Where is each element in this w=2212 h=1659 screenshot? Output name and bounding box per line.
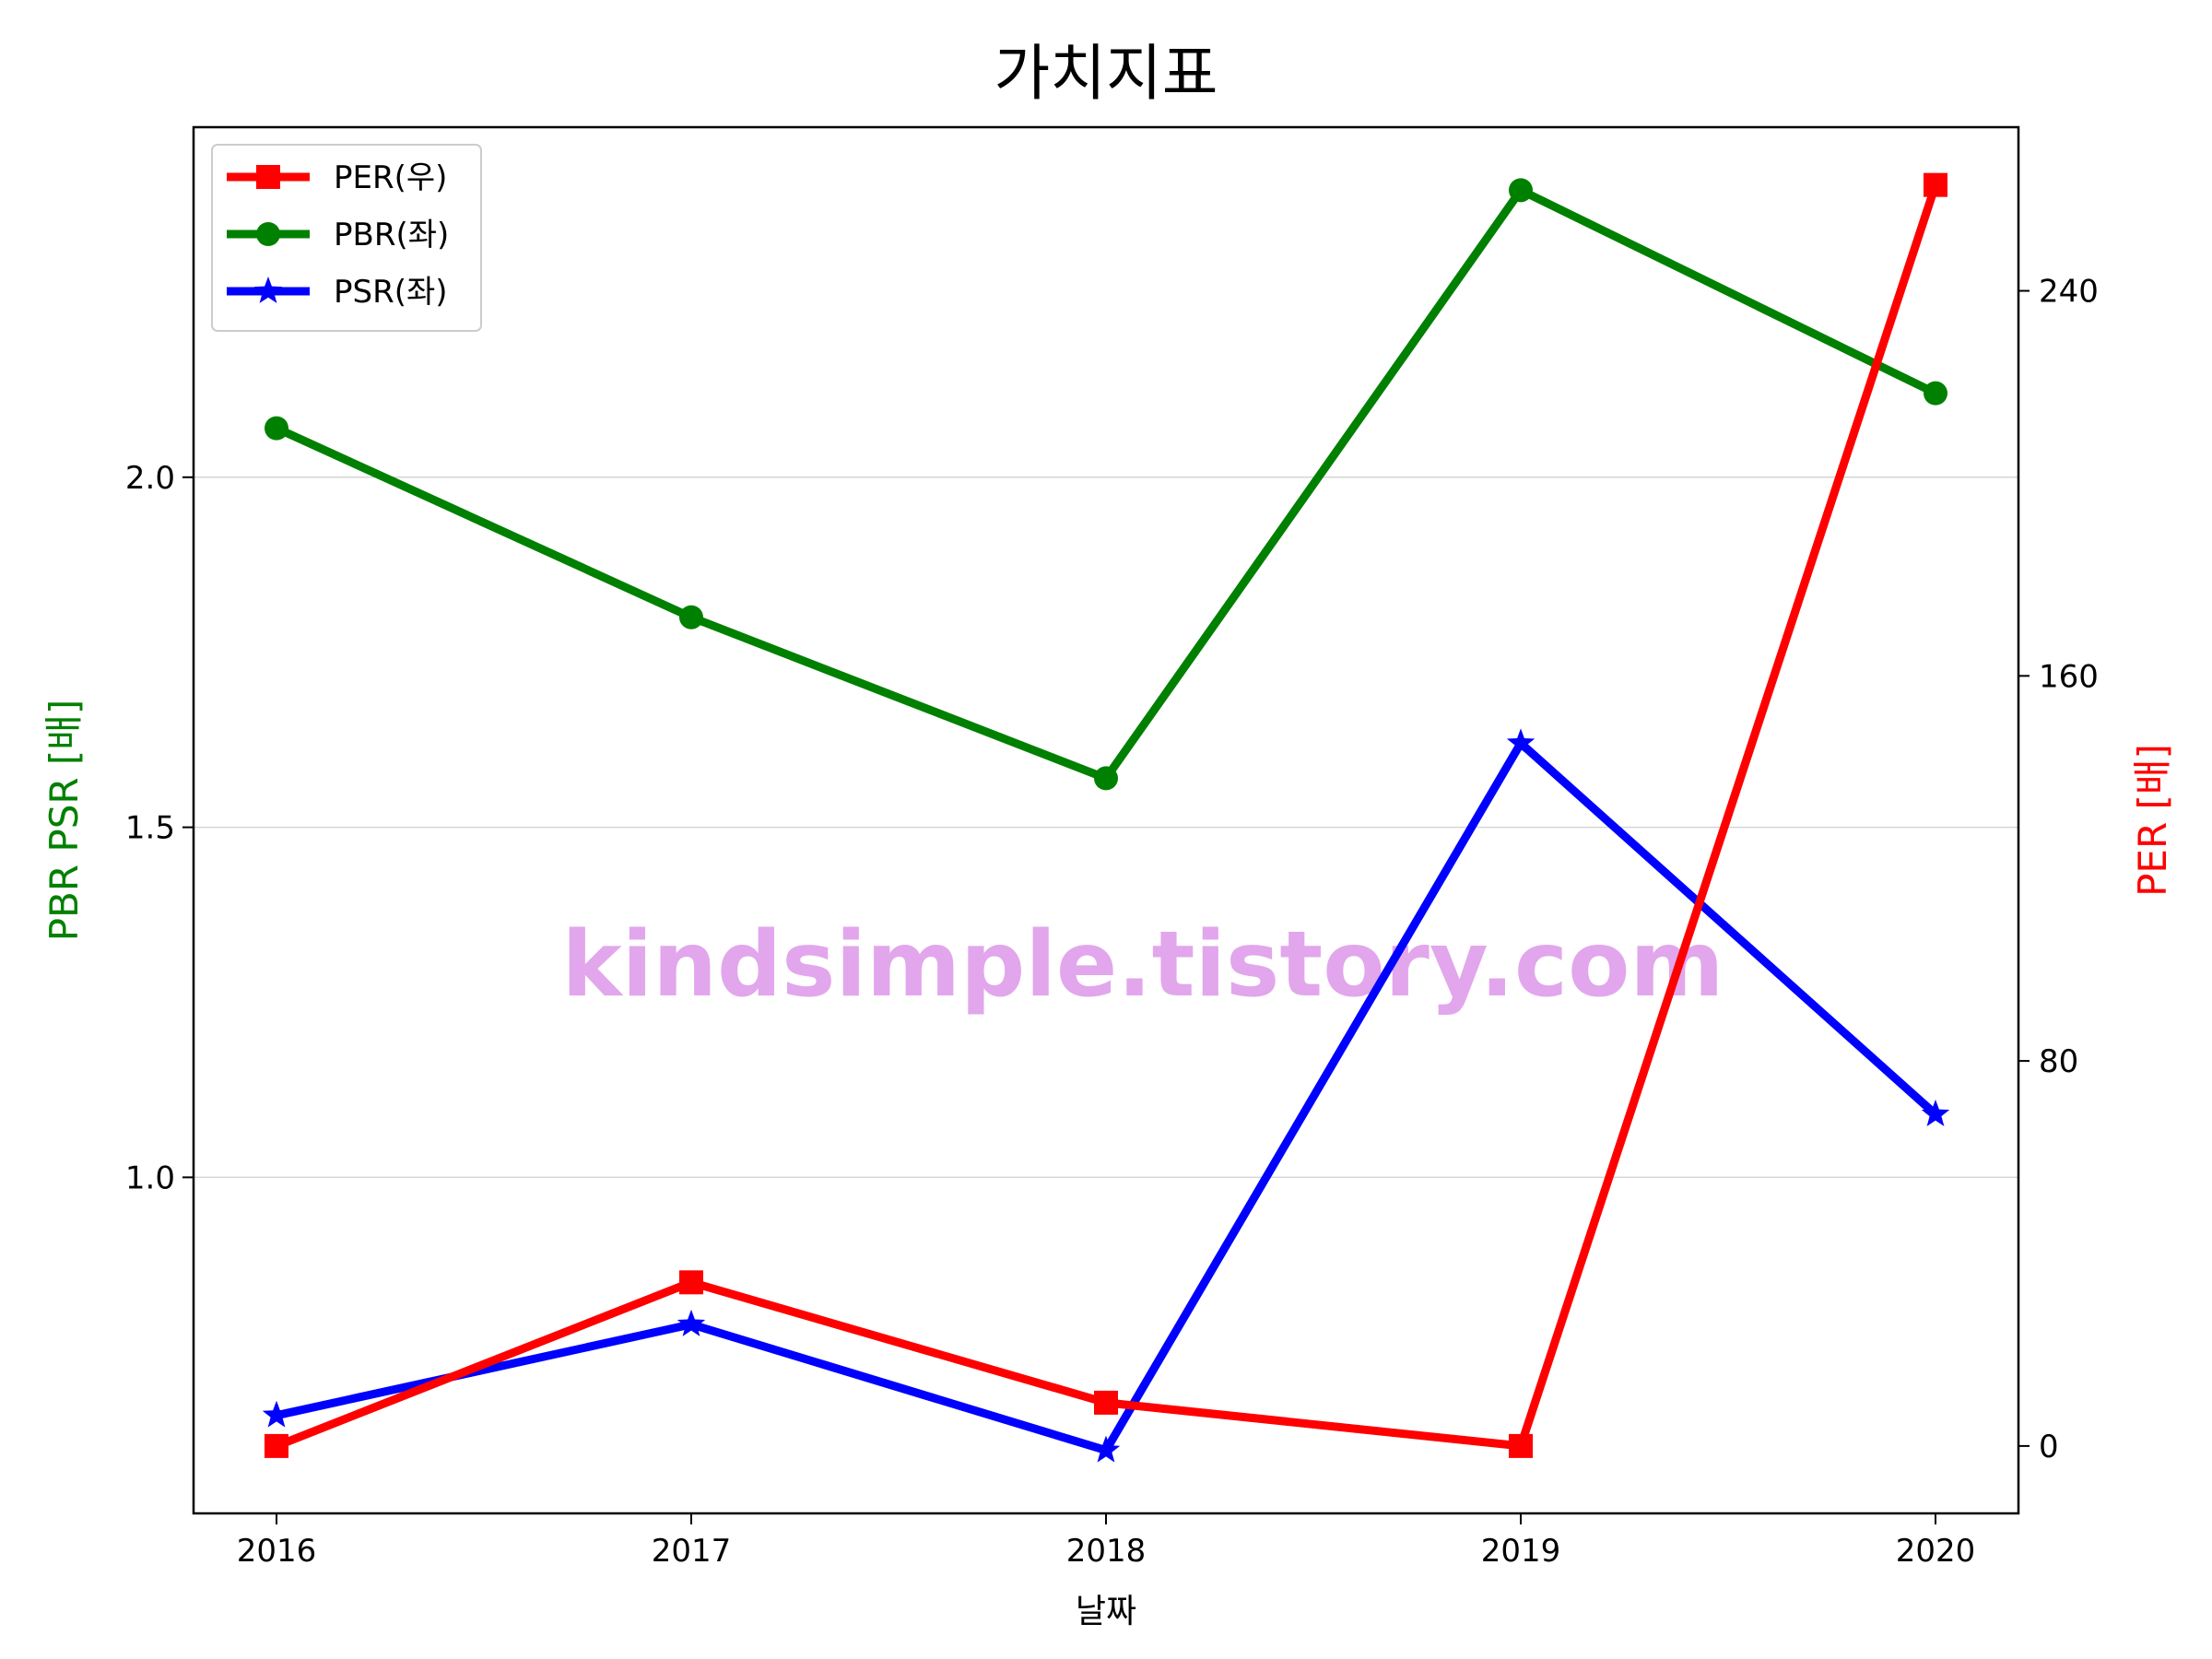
series-2 xyxy=(262,728,1950,1463)
x-tick-label-4: 2020 xyxy=(1896,1533,1976,1570)
series-layer xyxy=(262,172,1950,1463)
series-1-point-1 xyxy=(679,605,703,629)
series-0-point-2 xyxy=(1094,1390,1118,1415)
y-left-tick-label-0: 1.0 xyxy=(125,1159,175,1196)
y-left-tick-label-1: 1.5 xyxy=(125,810,175,847)
x-axis-label: 날짜 xyxy=(1076,1593,1136,1630)
y-axis-left-label: PBR PSR [배] xyxy=(41,700,87,942)
x-tick-label-2: 2018 xyxy=(1066,1533,1147,1570)
series-0-point-3 xyxy=(1509,1433,1533,1458)
grid-lines xyxy=(194,477,2018,1179)
y-left-tick-label-2: 2.0 xyxy=(125,460,175,497)
series-2-point-1 xyxy=(677,1309,706,1336)
series-0-point-1 xyxy=(679,1270,703,1295)
y-right-tick-label-1: 80 xyxy=(2039,1043,2078,1080)
x-tick-label-1: 2017 xyxy=(652,1533,732,1570)
series-0 xyxy=(265,172,1947,1458)
watermark: kindsimple.tistory.com xyxy=(561,912,1724,1018)
legend: PER(우) PBR(좌) PSR(좌) xyxy=(211,144,482,332)
y-right-tick-label-3: 240 xyxy=(2039,274,2099,311)
legend-marker-1 xyxy=(256,222,280,246)
series-2-point-3 xyxy=(1506,728,1535,756)
axes: 2016 2017 2018 2019 2020 1.0 1.5 2.0 0 80 160 240 xyxy=(125,274,2099,1570)
legend-label-1: PBR(좌) xyxy=(334,217,449,253)
y-axis-right-label: PER [배] xyxy=(2130,744,2175,897)
series-1-point-0 xyxy=(265,416,288,441)
legend-label-0: PER(우) xyxy=(334,159,447,196)
y-right-tick-label-0: 0 xyxy=(2039,1429,2059,1465)
legend-marker-0 xyxy=(256,165,280,189)
series-2-point-0 xyxy=(262,1400,291,1428)
chart-title: 가치지표 xyxy=(994,38,1218,109)
series-2-point-4 xyxy=(1921,1100,1950,1126)
legend-marker-2 xyxy=(253,276,283,303)
series-0-point-4 xyxy=(1924,172,1947,197)
series-1 xyxy=(265,178,1947,791)
y-right-tick-label-2: 160 xyxy=(2039,658,2099,695)
series-1-point-4 xyxy=(1924,381,1947,406)
x-tick-label-3: 2019 xyxy=(1481,1533,1561,1570)
series-1-point-3 xyxy=(1509,178,1533,203)
series-2-point-2 xyxy=(1091,1435,1121,1463)
series-1-point-2 xyxy=(1094,766,1118,791)
x-tick-label-0: 2016 xyxy=(237,1533,317,1570)
series-0-point-0 xyxy=(265,1433,288,1458)
legend-box xyxy=(211,144,482,332)
legend-label-2: PSR(좌) xyxy=(334,274,448,311)
watermark-text: kindsimple.tistory.com xyxy=(561,912,1724,1018)
